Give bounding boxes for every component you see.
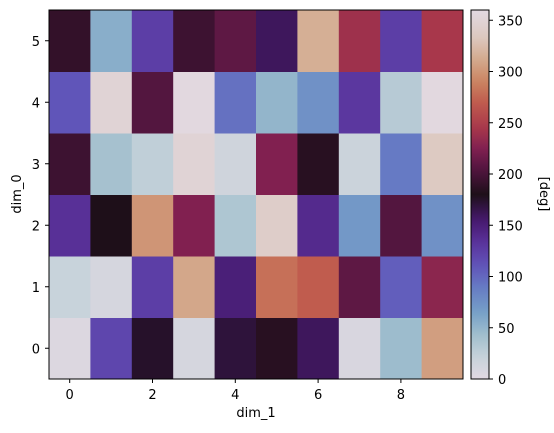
heatmap-cell bbox=[338, 71, 381, 134]
x-tick-label: 0 bbox=[66, 388, 74, 403]
heatmap-cell bbox=[173, 194, 216, 257]
heatmap-cell bbox=[90, 10, 133, 72]
colorbar-label: [deg] bbox=[536, 177, 551, 212]
heatmap-cell bbox=[131, 317, 174, 380]
heatmap-cell bbox=[380, 133, 423, 195]
y-tick-label: 3 bbox=[32, 158, 40, 173]
x-axis-ticks: 0 2 4 6 8 bbox=[66, 379, 405, 403]
x-tick-label: 2 bbox=[148, 388, 156, 403]
y-tick-label: 1 bbox=[32, 281, 40, 296]
heatmap-cell bbox=[338, 256, 381, 318]
heatmap-cell bbox=[421, 256, 464, 318]
heatmap-cell bbox=[421, 71, 464, 134]
heatmap-cell bbox=[297, 10, 340, 72]
heatmap-cell bbox=[214, 317, 257, 380]
y-tick-label: 0 bbox=[32, 342, 40, 357]
heatmap-cell bbox=[380, 194, 423, 257]
heatmap-cell bbox=[256, 256, 298, 318]
heatmap-cell bbox=[49, 10, 91, 72]
colorbar-tick-label: 300 bbox=[498, 66, 523, 81]
heatmap-cell bbox=[214, 256, 257, 318]
heatmap-cell bbox=[338, 194, 381, 257]
y-tick-label: 4 bbox=[32, 96, 40, 111]
y-tick-label: 5 bbox=[32, 35, 40, 50]
heatmap-cell bbox=[214, 10, 257, 72]
colorbar-tick-label: 350 bbox=[498, 14, 523, 29]
heatmap-cells bbox=[49, 10, 464, 380]
x-tick-label: 6 bbox=[314, 388, 322, 403]
heatmap-cell bbox=[49, 194, 91, 257]
heatmap-cell bbox=[338, 133, 381, 195]
heatmap-cell bbox=[380, 317, 423, 380]
heatmap-cell bbox=[173, 133, 216, 195]
heatmap-cell bbox=[173, 317, 216, 380]
heatmap-cell bbox=[256, 133, 298, 195]
heatmap-cell bbox=[131, 133, 174, 195]
heatmap-cell bbox=[380, 256, 423, 318]
heatmap-cell bbox=[214, 194, 257, 257]
x-axis-label: dim_1 bbox=[236, 406, 275, 421]
heatmap-cell bbox=[49, 317, 91, 380]
heatmap-cell bbox=[131, 10, 174, 72]
heatmap-cell bbox=[49, 133, 91, 195]
heatmap-cell bbox=[421, 133, 464, 195]
colorbar-tick-label: 200 bbox=[498, 168, 523, 183]
heatmap-cell bbox=[131, 256, 174, 318]
colorbar-tick-label: 50 bbox=[498, 322, 515, 337]
heatmap-cell bbox=[131, 194, 174, 257]
colorbar bbox=[470, 9, 490, 380]
heatmap-cell bbox=[421, 317, 464, 380]
heatmap-cell bbox=[90, 317, 133, 380]
x-tick-label: 8 bbox=[397, 388, 405, 403]
heatmap-cell bbox=[90, 71, 133, 134]
heatmap-cell bbox=[90, 256, 133, 318]
heatmap-cell bbox=[297, 317, 340, 380]
heatmap-cell bbox=[173, 256, 216, 318]
heatmap-cell bbox=[214, 71, 257, 134]
heatmap-cell bbox=[297, 71, 340, 134]
heatmap-cell bbox=[90, 194, 133, 257]
heatmap-cell bbox=[297, 194, 340, 257]
heatmap-cell bbox=[380, 10, 423, 72]
heatmap-cell bbox=[49, 256, 91, 318]
heatmap-cell bbox=[380, 71, 423, 134]
y-axis-ticks: 0 1 2 3 4 5 bbox=[32, 35, 49, 357]
colorbar-tick-label: 250 bbox=[498, 117, 523, 132]
heatmap-cell bbox=[297, 133, 340, 195]
heatmap-cell bbox=[256, 194, 298, 257]
colorbar-ticks: 0 50 100 150 200 250 300 350 bbox=[489, 14, 523, 388]
heatmap-cell bbox=[421, 10, 464, 72]
heatmap-cell bbox=[297, 256, 340, 318]
heatmap-cell bbox=[421, 194, 464, 257]
plot-frame bbox=[48, 9, 464, 380]
heatmap-cell bbox=[256, 71, 298, 134]
heatmap-cell bbox=[131, 71, 174, 134]
colorbar-tick-label: 100 bbox=[498, 271, 523, 286]
heatmap-cell bbox=[173, 71, 216, 134]
heatmap-cell bbox=[49, 71, 91, 134]
heatmap-cell bbox=[256, 317, 298, 380]
y-axis-label: dim_0 bbox=[10, 174, 25, 213]
x-tick-label: 4 bbox=[231, 388, 239, 403]
y-tick-label: 2 bbox=[32, 219, 40, 234]
heatmap-cell bbox=[256, 10, 298, 72]
heatmap-cell bbox=[338, 10, 381, 72]
heatmap-cell bbox=[214, 133, 257, 195]
heatmap-cell bbox=[338, 317, 381, 380]
heatmap-cell bbox=[173, 10, 216, 72]
colorbar-tick-label: 0 bbox=[498, 373, 506, 388]
heatmap-cell bbox=[90, 133, 133, 195]
colorbar-tick-label: 150 bbox=[498, 219, 523, 234]
